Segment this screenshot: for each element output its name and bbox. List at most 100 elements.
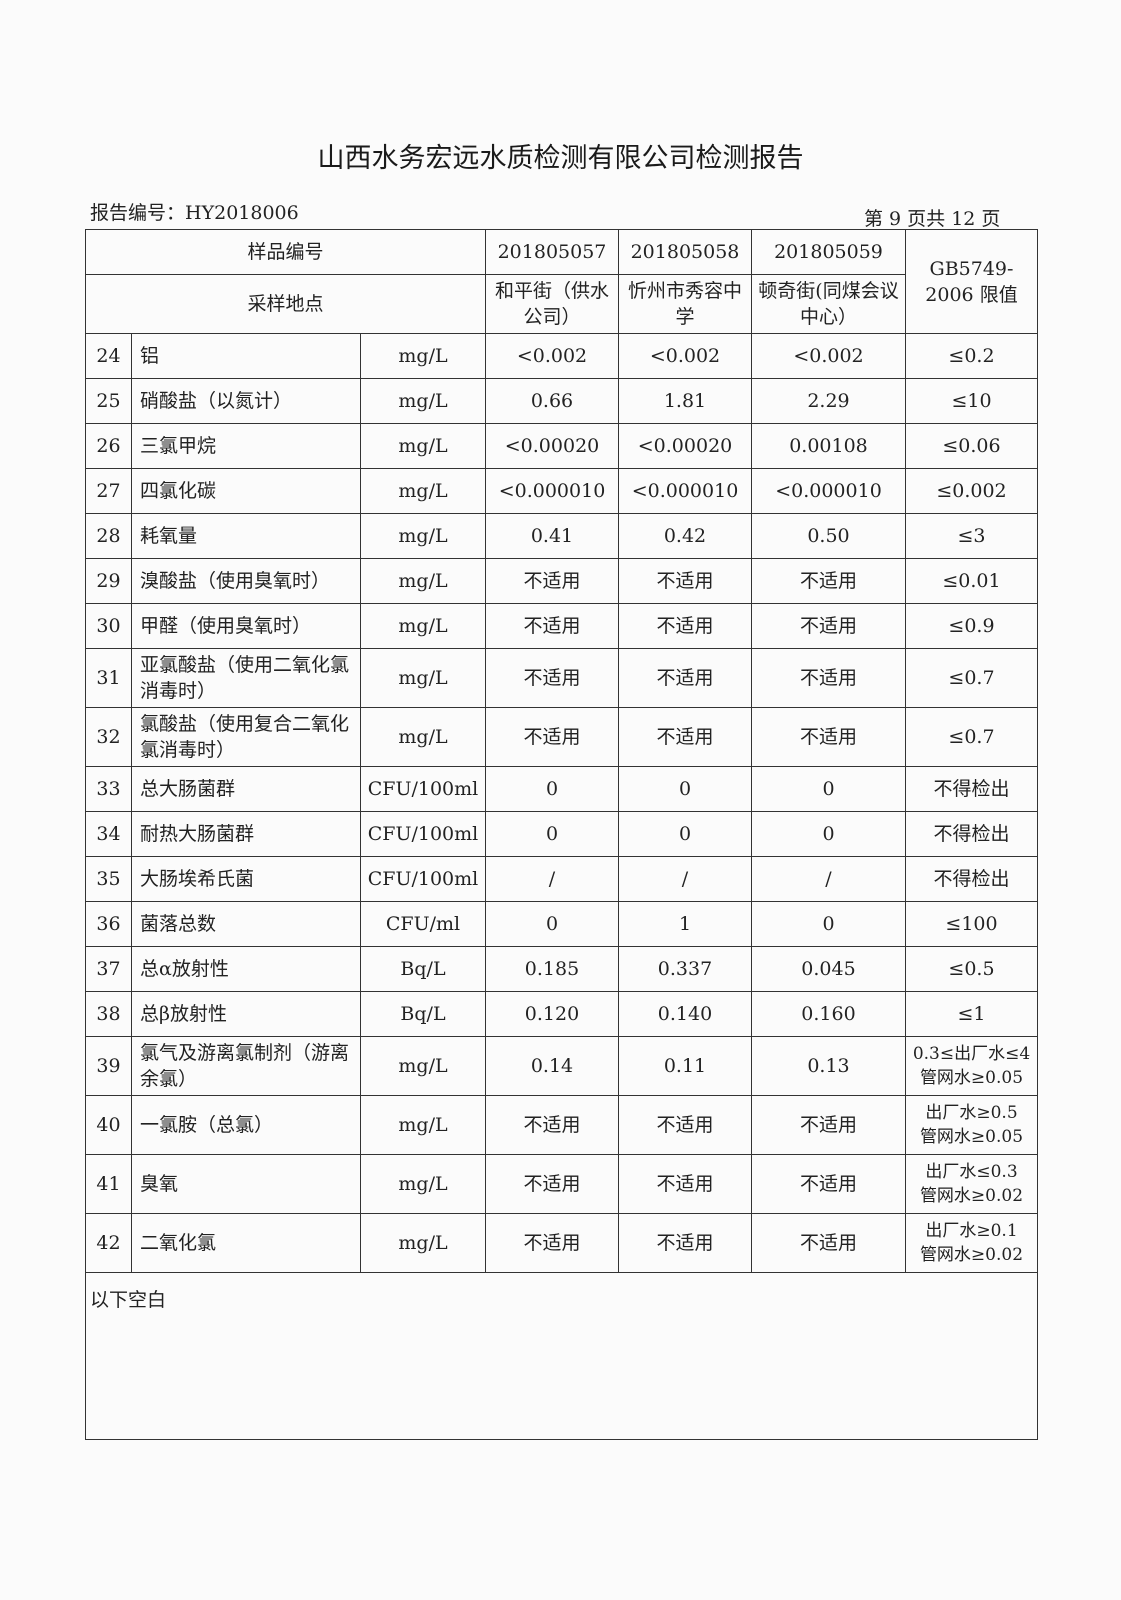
- item-unit: mg/L: [360, 378, 486, 424]
- item-number: 26: [85, 423, 132, 469]
- item-value: 不适用: [618, 707, 752, 767]
- table-row: 28 耗氧量 mg/L 0.41 0.42 0.50 ≤3: [85, 513, 1038, 559]
- item-name: 三氯甲烷: [131, 423, 361, 469]
- footer-note: 以下空白: [85, 1272, 1038, 1440]
- sample-number: 201805059: [751, 229, 906, 275]
- item-value: 0.045: [751, 946, 906, 992]
- table-row: 37 总α放射性 Bq/L 0.185 0.337 0.045 ≤0.5: [85, 946, 1038, 992]
- table-row: 36 菌落总数 CFU/ml 0 1 0 ≤100: [85, 901, 1038, 947]
- item-number: 24: [85, 333, 132, 379]
- limit-line: 0.3≤出厂水≤4: [912, 1044, 1031, 1064]
- sample-number: 201805058: [618, 229, 752, 275]
- item-limit: ≤0.002: [905, 468, 1038, 514]
- item-value: 0: [485, 901, 619, 947]
- location-label: 采样地点: [85, 274, 486, 334]
- item-name: 亚氯酸盐（使用二氧化氯消毒时）: [131, 648, 361, 708]
- table-row: 41 臭氧 mg/L 不适用 不适用 不适用 出厂水≤0.3 管网水≥0.02: [85, 1154, 1038, 1214]
- item-limit: 出厂水≤0.3 管网水≥0.02: [905, 1154, 1038, 1214]
- item-value: <0.000010: [485, 468, 619, 514]
- item-value: 不适用: [751, 558, 906, 604]
- item-unit: CFU/100ml: [360, 856, 486, 902]
- item-unit: mg/L: [360, 1095, 486, 1155]
- item-value: 0: [751, 811, 906, 857]
- limit-line: 管网水≥0.05: [919, 1068, 1024, 1088]
- sample-location: 顿奇街(同煤会议中心）: [751, 274, 906, 334]
- item-number: 28: [85, 513, 132, 559]
- item-number: 40: [85, 1095, 132, 1155]
- item-limit: ≤100: [905, 901, 1038, 947]
- limit-line: 管网水≥0.02: [919, 1186, 1024, 1206]
- item-value: 0.00108: [751, 423, 906, 469]
- limit-header: GB5749-2006 限值: [905, 229, 1038, 334]
- item-value: <0.00020: [618, 423, 752, 469]
- item-name: 甲醛（使用臭氧时）: [131, 603, 361, 649]
- item-value: <0.002: [485, 333, 619, 379]
- item-limit: 出厂水≥0.5 管网水≥0.05: [905, 1095, 1038, 1155]
- item-value: 0: [485, 811, 619, 857]
- item-number: 37: [85, 946, 132, 992]
- report-number: 报告编号：HY2018006: [90, 202, 299, 224]
- item-value: 0.50: [751, 513, 906, 559]
- item-value: 0.185: [485, 946, 619, 992]
- table-row: 30 甲醛（使用臭氧时） mg/L 不适用 不适用 不适用 ≤0.9: [85, 603, 1038, 649]
- item-number: 34: [85, 811, 132, 857]
- item-name: 硝酸盐（以氮计）: [131, 378, 361, 424]
- item-value: 0.337: [618, 946, 752, 992]
- item-unit: mg/L: [360, 1154, 486, 1214]
- item-value: 0: [751, 766, 906, 812]
- item-value: /: [618, 856, 752, 902]
- item-name: 溴酸盐（使用臭氧时）: [131, 558, 361, 604]
- item-value: 1.81: [618, 378, 752, 424]
- item-value: 不适用: [618, 1095, 752, 1155]
- item-unit: Bq/L: [360, 946, 486, 992]
- table-row: 24 铝 mg/L <0.002 <0.002 <0.002 ≤0.2: [85, 333, 1038, 379]
- item-value: 不适用: [751, 648, 906, 708]
- item-value: 不适用: [485, 558, 619, 604]
- item-name: 大肠埃希氏菌: [131, 856, 361, 902]
- item-limit: ≤10: [905, 378, 1038, 424]
- item-number: 30: [85, 603, 132, 649]
- item-value: 不适用: [751, 1213, 906, 1273]
- item-unit: mg/L: [360, 707, 486, 767]
- item-limit: ≤0.01: [905, 558, 1038, 604]
- item-number: 39: [85, 1036, 132, 1096]
- item-number: 33: [85, 766, 132, 812]
- limit-line: 管网水≥0.05: [919, 1127, 1024, 1147]
- item-value: <0.00020: [485, 423, 619, 469]
- item-value: 不适用: [485, 603, 619, 649]
- item-value: 不适用: [751, 707, 906, 767]
- item-number: 41: [85, 1154, 132, 1214]
- item-name: 总大肠菌群: [131, 766, 361, 812]
- table-row: 27 四氯化碳 mg/L <0.000010 <0.000010 <0.000010 ≤0.…: [85, 468, 1038, 514]
- item-number: 36: [85, 901, 132, 947]
- item-value: 不适用: [751, 1095, 906, 1155]
- table-row: 26 三氯甲烷 mg/L <0.00020 <0.00020 0.00108 ≤0.06: [85, 423, 1038, 469]
- item-value: <0.002: [751, 333, 906, 379]
- item-value: <0.002: [618, 333, 752, 379]
- table-row: 34 耐热大肠菌群 CFU/100ml 0 0 0 不得检出: [85, 811, 1038, 857]
- item-number: 32: [85, 707, 132, 767]
- item-name: 氯酸盐（使用复合二氧化氯消毒时）: [131, 707, 361, 767]
- item-value: 不适用: [485, 1213, 619, 1273]
- results-table: 样品编号 201805057 201805058 201805059 GB574…: [85, 229, 1038, 1440]
- table-row: 31 亚氯酸盐（使用二氧化氯消毒时） mg/L 不适用 不适用 不适用 ≤0.7: [85, 648, 1038, 708]
- item-unit: mg/L: [360, 333, 486, 379]
- item-number: 27: [85, 468, 132, 514]
- item-value: /: [751, 856, 906, 902]
- item-value: 不适用: [751, 603, 906, 649]
- item-limit: 0.3≤出厂水≤4 管网水≥0.05: [905, 1036, 1038, 1096]
- table-row: 38 总β放射性 Bq/L 0.120 0.140 0.160 ≤1: [85, 991, 1038, 1037]
- item-value: 不适用: [618, 1213, 752, 1273]
- item-value: 不适用: [618, 558, 752, 604]
- item-value: 0: [751, 901, 906, 947]
- item-limit: ≤3: [905, 513, 1038, 559]
- item-number: 29: [85, 558, 132, 604]
- sample-number-row: 样品编号 201805057 201805058 201805059 GB574…: [85, 229, 1038, 334]
- item-value: 0.11: [618, 1036, 752, 1096]
- item-value: <0.000010: [618, 468, 752, 514]
- item-name: 总β放射性: [131, 991, 361, 1037]
- item-value: 不适用: [485, 1095, 619, 1155]
- item-limit: ≤0.9: [905, 603, 1038, 649]
- item-limit: ≤0.2: [905, 333, 1038, 379]
- item-value: 0.41: [485, 513, 619, 559]
